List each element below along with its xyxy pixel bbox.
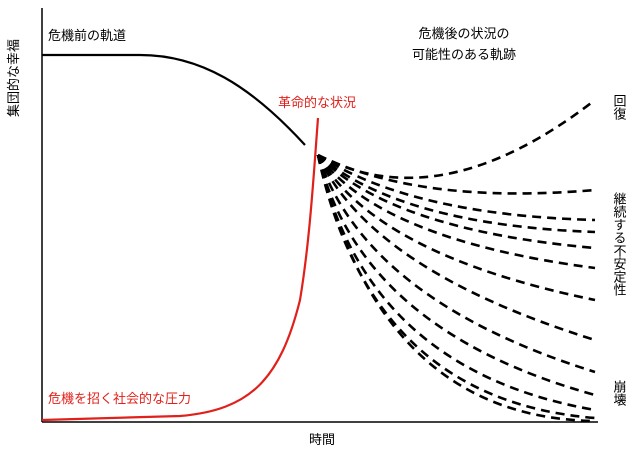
post-crisis-label: 危機後の状況の	[418, 27, 509, 42]
post-crisis-trajectories	[316, 98, 596, 423]
collapse-label: 崩壊	[611, 380, 627, 406]
trajectory	[317, 153, 596, 222]
trajectory	[316, 154, 596, 302]
trajectory	[316, 154, 596, 420]
trajectory	[316, 154, 596, 342]
trajectory	[317, 154, 596, 250]
trajectory	[316, 154, 596, 397]
trajectory	[316, 154, 596, 412]
post-crisis-label: 可能性のある軌跡	[412, 47, 516, 63]
pre-crisis-label: 危機前の軌道	[48, 28, 126, 44]
trajectory	[316, 154, 596, 270]
y-axis-label: 集団的な幸福	[6, 39, 22, 117]
pressure-curve	[41, 117, 320, 422]
trajectory	[317, 154, 596, 234]
trajectory	[317, 98, 596, 180]
x-axis-label: 時間	[309, 433, 335, 448]
trajectory	[317, 153, 596, 195]
pressure-label: 危機を招く社会的な圧力	[48, 391, 191, 407]
pre-crisis-curve	[42, 53, 306, 146]
recovery-label: 回復	[611, 94, 627, 120]
trajectory	[316, 154, 596, 423]
trajectory	[316, 154, 596, 374]
revolutionary-label: 革命的な状況	[278, 95, 356, 111]
instability-label: 継続する不安定性	[611, 192, 627, 296]
